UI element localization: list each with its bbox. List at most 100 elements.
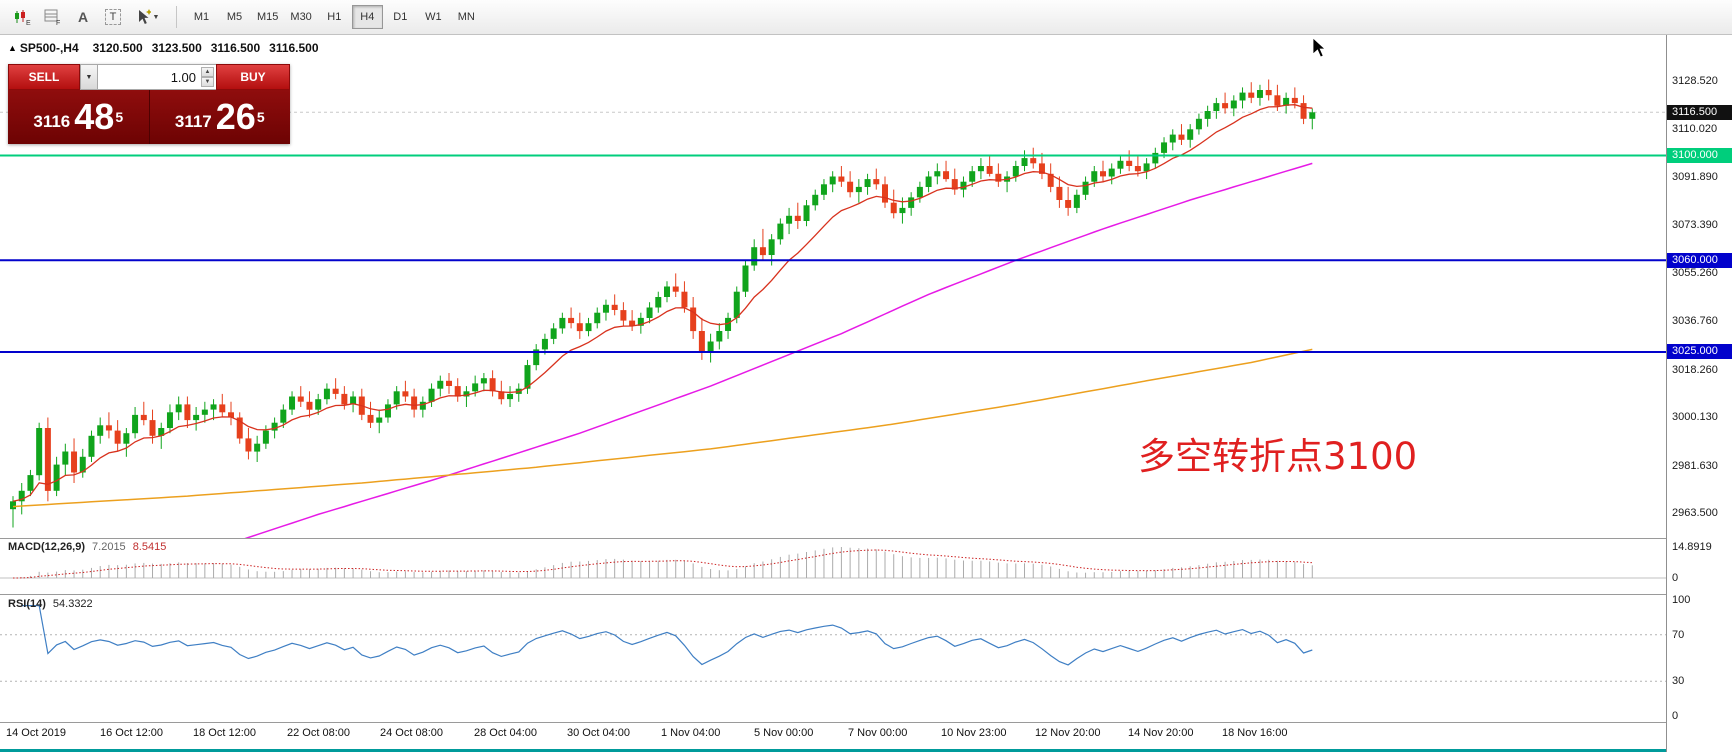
macd-axis-max: 14.8919 [1672,541,1712,553]
candle-body [472,383,479,392]
price-axis[interactable]: 3128.520 3110.020 3091.890 3073.390 3055.260… [1666,35,1732,752]
candle-body [27,475,34,491]
candle-body [1065,200,1072,208]
candle-body [1030,158,1037,164]
candle-body [847,181,854,193]
buy-button[interactable]: BUY [216,64,290,90]
main-chart-canvas[interactable] [0,35,1666,538]
timeframe-button-h4[interactable]: H4 [351,5,383,29]
candle-body [541,338,548,350]
rsi-axis-label: 100 [1672,594,1691,606]
volume-dropdown-button[interactable]: ▼ [80,64,98,90]
candle-body [1230,100,1237,109]
ma-mid-line [244,162,1313,538]
candle-body [681,291,688,308]
bid-pips-digits: 48 [74,96,115,137]
candle-body [1195,118,1202,130]
panel-separator[interactable] [0,594,1732,595]
rsi-axis-label: 70 [1672,629,1685,641]
timeframe-button-m5[interactable]: M5 [226,11,243,23]
candle-body [367,414,374,423]
timeframe-button-w1[interactable]: W1 [425,11,442,23]
candle-body [201,409,208,415]
candle-body [786,215,793,224]
candle-body [280,409,287,423]
panel-separator[interactable] [0,538,1732,539]
price-axis-highlight-label: 3100.000 [1667,148,1732,163]
candle-body [829,176,836,185]
bid-quote[interactable]: 3116 48 5 [8,90,150,144]
price-axis-label: 2981.630 [1672,460,1718,472]
candle-body [1091,171,1098,182]
candle-body [716,331,723,342]
candle-body [1021,158,1028,166]
rsi-panel-canvas[interactable] [0,594,1666,722]
timeframe-button-m30[interactable]: M30 [290,11,312,23]
price-axis-label: 3000.130 [1672,411,1718,423]
time-axis-label: 30 Oct 04:00 [567,727,630,739]
text-label-icon[interactable]: T [98,4,128,30]
candle-body [140,414,147,421]
volume-decrease-button[interactable]: ▼ [201,77,214,87]
candle-body [219,404,226,413]
oneclick-collapse-arrow[interactable]: ▲ [8,43,17,53]
candle-body [969,171,976,182]
timeframe-button-h1[interactable]: H1 [327,11,342,23]
candle-body [664,286,670,297]
time-axis[interactable]: 14 Oct 2019 16 Oct 12:00 18 Oct 12:00 22 Oc… [0,723,1666,749]
candle-body [533,349,540,366]
candle-body [960,181,967,190]
price-axis-label: 3110.020 [1672,123,1718,135]
chevron-down-icon: ▼ [152,13,160,21]
candle-body [175,404,182,413]
candle-body [1100,171,1106,177]
candle-body [18,490,25,502]
candle-body [44,428,51,491]
candle-body [158,428,165,436]
candle-body [1108,168,1115,177]
rsi-label: RSI(14) 54.3322 [8,598,93,610]
volume-field[interactable]: 1.00 ▲ ▼ [98,64,216,90]
timeframe-button-m15[interactable]: M15 [257,11,279,23]
macd-panel-canvas[interactable] [0,538,1666,594]
panel-separator [0,722,1732,723]
candle-body [254,443,261,452]
volume-increase-button[interactable]: ▲ [201,67,214,77]
window-bottom-frame [0,749,1732,752]
time-axis-label: 14 Nov 20:00 [1128,727,1194,739]
pointer-tools-icon[interactable]: ▼ [128,4,168,30]
font-icon[interactable]: A [68,4,98,30]
candle-body [576,323,583,332]
candle-body [228,412,234,418]
candle-body [393,391,400,405]
candle-body [882,184,888,203]
candlestick-chart-icon[interactable]: E [8,4,38,30]
timeframe-button-mn[interactable]: MN [457,11,475,23]
time-axis-label: 10 Nov 23:00 [941,727,1007,739]
timeframe-button-d1[interactable]: D1 [393,11,408,23]
candle-body [550,328,557,339]
candle-body [1038,163,1045,174]
sell-button[interactable]: SELL [8,64,80,90]
time-axis-label: 22 Oct 08:00 [287,727,350,739]
candle-body [350,396,357,405]
candle-body [672,286,679,292]
candle-body [890,202,897,214]
time-axis-label: 5 Nov 00:00 [754,727,814,739]
time-axis-label: 24 Oct 08:00 [380,727,443,739]
volume-value[interactable]: 1.00 [170,69,196,85]
indicators-window-icon[interactable]: F [38,4,68,30]
timeframe-button-m1[interactable]: M1 [193,11,210,23]
candle-body [184,404,191,421]
ask-quote[interactable]: 3117 26 5 [150,90,291,144]
candle-body [855,186,862,193]
candle-body [943,171,950,180]
candle-body [742,265,749,292]
time-axis-label: 28 Oct 04:00 [474,727,537,739]
ask-main-digits: 3117 [174,112,212,131]
candle-body [193,414,200,421]
candle-body [768,239,775,255]
candle-body [498,391,505,400]
volume-stepper: ▲ ▼ [201,67,214,87]
